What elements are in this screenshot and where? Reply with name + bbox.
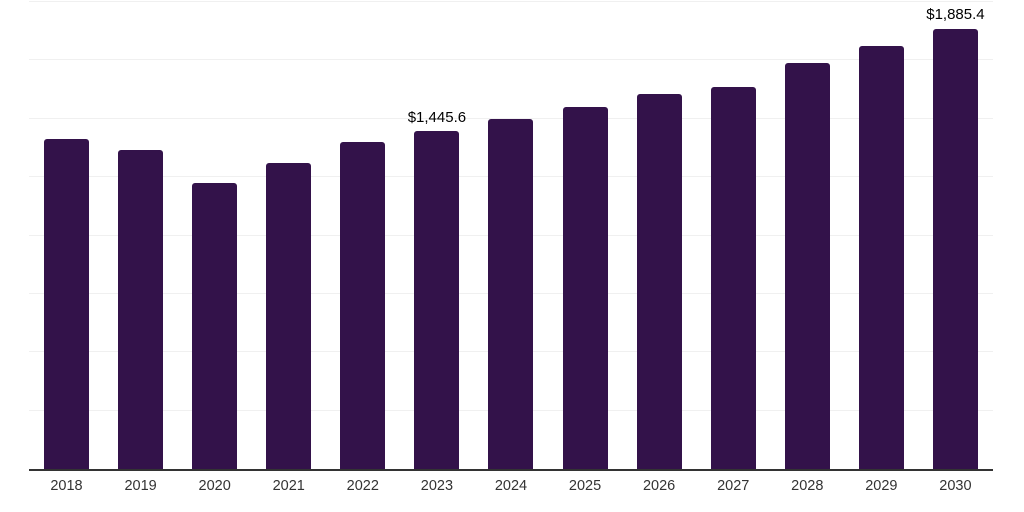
bar-2019 <box>118 150 164 469</box>
x-axis-labels: 2018 2019 2020 2021 2022 2023 2024 2025 2026 2027… <box>29 478 993 494</box>
bar-2023: $1,445.6 <box>408 109 466 469</box>
gridline-2000 <box>29 1 993 2</box>
x-tick-label-2023: 2023 <box>420 478 454 494</box>
bar-2025 <box>562 106 608 469</box>
x-tick-label-2021: 2021 <box>272 478 305 494</box>
bar-2018 <box>44 139 89 469</box>
bar-2024 <box>488 118 534 469</box>
x-tick-label-2025: 2025 <box>568 478 602 494</box>
bar-2030: $1,885.4 <box>926 7 985 469</box>
gridline-1750 <box>29 59 993 61</box>
x-tick-label-2028: 2028 <box>791 478 824 494</box>
bar-2029 <box>858 46 904 469</box>
x-tick-label-2018: 2018 <box>50 478 83 494</box>
bar-2026 <box>636 94 682 469</box>
x-tick-label-2024: 2024 <box>494 478 528 494</box>
plot-area: $1,445.6 $1,885.4 <box>29 1 993 471</box>
data-label-2030: $1,885.4 <box>926 6 985 24</box>
bar-2028 <box>784 63 830 469</box>
bar-2021 <box>266 163 312 469</box>
bar-2020 <box>192 183 238 469</box>
bar-2027 <box>710 87 756 469</box>
x-tick-label-2020: 2020 <box>198 478 231 494</box>
x-tick-label-2030: 2030 <box>939 478 972 494</box>
gridline-1500 <box>29 117 993 119</box>
bar-2022 <box>340 142 386 469</box>
x-tick-label-2029: 2029 <box>865 478 898 494</box>
x-tick-label-2027: 2027 <box>717 478 750 494</box>
x-tick-label-2022: 2022 <box>346 478 379 494</box>
data-label-2023: $1,445.6 <box>407 108 467 126</box>
x-tick-label-2019: 2019 <box>124 478 157 494</box>
x-tick-label-2026: 2026 <box>642 478 676 494</box>
bars: $1,445.6 $1,885.4 <box>29 2 993 469</box>
